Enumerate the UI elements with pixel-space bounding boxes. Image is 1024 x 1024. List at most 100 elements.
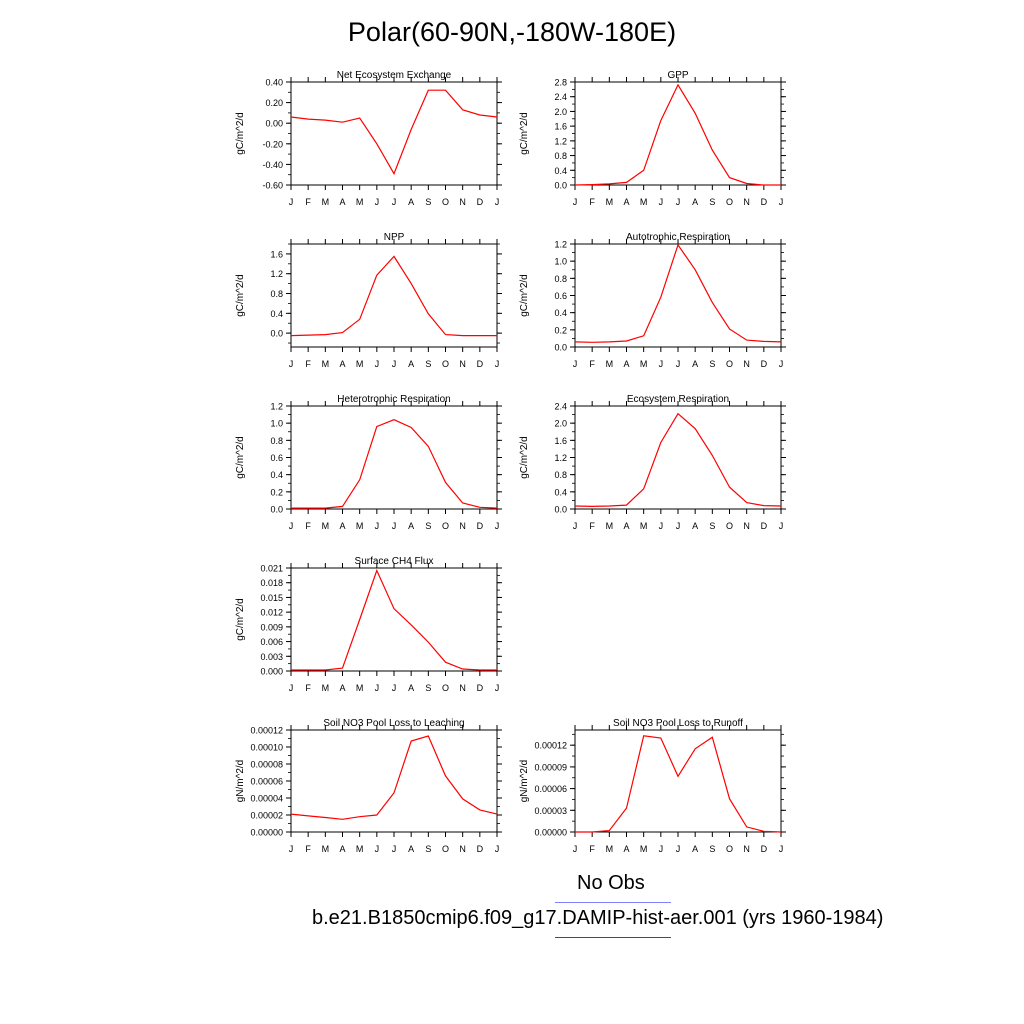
x-tick-label: J: [375, 521, 380, 531]
y-tick-label: 0.8: [270, 436, 283, 446]
x-tick-label: A: [692, 521, 698, 531]
series-line: [290, 89, 498, 176]
x-tick-label: M: [606, 844, 614, 854]
x-tick-label: J: [659, 197, 664, 207]
y-tick-label: 0.00008: [250, 760, 283, 770]
x-tick-label: M: [356, 197, 364, 207]
y-tick-label: 0.8: [270, 289, 283, 299]
panel-title: Surface CH4 Flux: [355, 556, 434, 567]
plot-frame: [574, 243, 782, 348]
y-tick-label: -0.20: [262, 139, 283, 149]
x-tick-label: A: [623, 359, 629, 369]
plot-frame: [290, 81, 498, 186]
x-tick-label: J: [392, 521, 397, 531]
x-tick-label: S: [709, 844, 715, 854]
x-tick-label: N: [743, 197, 750, 207]
y-tick-label: 2.4: [554, 402, 567, 412]
y-tick-label: 1.6: [270, 249, 283, 259]
x-tick-label: F: [589, 521, 595, 531]
x-tick-label: A: [339, 359, 345, 369]
y-tick-label: 0.00012: [534, 741, 567, 751]
x-tick-label: J: [779, 359, 784, 369]
x-tick-label: D: [761, 359, 768, 369]
x-tick-label: A: [339, 197, 345, 207]
x-tick-label: S: [709, 197, 715, 207]
x-tick-label: J: [495, 197, 500, 207]
y-tick-label: 0.00006: [250, 777, 283, 787]
x-tick-label: O: [442, 197, 449, 207]
x-tick-label: J: [289, 359, 294, 369]
y-tick-label: 0.0: [554, 181, 567, 191]
panel-5: Heterotrophic Respiration gC/m^2/d 1.2 1.0 0…: [235, 394, 502, 531]
x-tick-label: M: [606, 521, 614, 531]
y-tick-label: 1.2: [270, 269, 283, 279]
x-tick-label: N: [459, 844, 466, 854]
x-tick-label: A: [623, 521, 629, 531]
y-tick-label: 1.2: [554, 453, 567, 463]
x-tick-label: A: [408, 521, 414, 531]
panel-6: Ecosystem Respiration gC/m^2/d 2.4 2.0 1.6 1.…: [519, 394, 786, 531]
x-tick-label: F: [305, 683, 311, 693]
y-tick-label: 0.009: [260, 622, 283, 632]
x-tick-label: J: [573, 197, 578, 207]
series-line: [575, 735, 782, 833]
y-tick-label: 1.6: [554, 436, 567, 446]
x-tick-label: A: [408, 844, 414, 854]
x-tick-label: O: [442, 683, 449, 693]
y-tick-label: -0.40: [262, 160, 283, 170]
series-line: [291, 419, 498, 509]
x-tick-label: J: [659, 359, 664, 369]
x-tick-label: A: [408, 359, 414, 369]
series-line: [574, 412, 782, 508]
x-tick-label: F: [305, 521, 311, 531]
y-tick-label: 0.0: [554, 505, 567, 515]
y-axis-label: gC/m^2/d: [235, 274, 246, 317]
x-tick-label: M: [322, 197, 330, 207]
x-tick-label: A: [339, 683, 345, 693]
legend-obs-line: [555, 902, 671, 903]
panel-title: Soil NO3 Pool Loss to Leaching: [323, 718, 464, 729]
x-tick-label: D: [477, 197, 484, 207]
x-tick-label: F: [589, 844, 595, 854]
x-tick-label: A: [408, 683, 414, 693]
x-tick-label: D: [477, 844, 484, 854]
x-tick-label: M: [606, 359, 614, 369]
y-tick-label: 0.00002: [250, 811, 283, 821]
x-tick-label: F: [305, 197, 311, 207]
y-tick-label: 0.0: [554, 343, 567, 353]
x-tick-label: J: [375, 683, 380, 693]
x-tick-label: J: [289, 683, 294, 693]
x-tick-label: J: [495, 359, 500, 369]
y-tick-label: 0.6: [554, 291, 567, 301]
series-line: [290, 255, 497, 337]
x-tick-label: J: [573, 844, 578, 854]
legend-obs-label: No Obs: [577, 872, 645, 894]
y-tick-label: 0.40: [265, 78, 283, 88]
y-tick-label: 1.2: [554, 136, 567, 146]
y-tick-label: 2.0: [554, 419, 567, 429]
x-tick-label: O: [726, 359, 733, 369]
x-tick-label: O: [726, 521, 733, 531]
plot-frame: [574, 729, 782, 833]
x-tick-label: N: [459, 521, 466, 531]
x-tick-label: J: [392, 359, 397, 369]
y-tick-label: 0.0: [270, 505, 283, 515]
panel-4: Autotrophic Respiration gC/m^2/d 1.2 1.0 0.8…: [519, 232, 786, 369]
x-tick-label: D: [477, 359, 484, 369]
y-tick-label: 0.2: [554, 325, 567, 335]
y-tick-label: 0.00000: [534, 828, 567, 838]
plot-frame: [574, 81, 782, 186]
x-tick-label: J: [495, 844, 500, 854]
y-tick-label: 0.20: [265, 98, 283, 108]
x-tick-label: A: [339, 844, 345, 854]
x-tick-label: J: [495, 521, 500, 531]
x-tick-label: J: [392, 197, 397, 207]
x-tick-label: F: [305, 359, 311, 369]
y-tick-label: 1.6: [554, 122, 567, 132]
x-tick-label: A: [623, 844, 629, 854]
x-tick-label: M: [356, 521, 364, 531]
x-tick-label: A: [692, 844, 698, 854]
y-tick-label: 0.0: [270, 329, 283, 339]
series-line: [574, 243, 782, 343]
